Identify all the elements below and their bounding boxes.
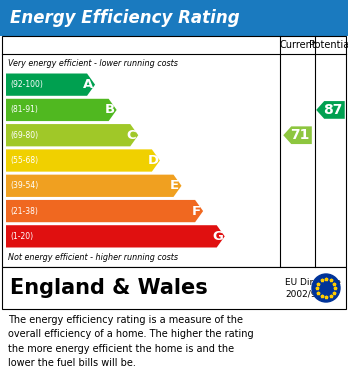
Text: The energy efficiency rating is a measure of the
overall efficiency of a home. T: The energy efficiency rating is a measur…	[8, 315, 254, 368]
Text: F: F	[191, 204, 201, 217]
Text: (92-100): (92-100)	[10, 80, 43, 89]
Text: C: C	[126, 129, 136, 142]
Text: A: A	[83, 78, 93, 91]
Text: E: E	[170, 179, 179, 192]
Polygon shape	[316, 101, 345, 119]
Text: Very energy efficient - lower running costs: Very energy efficient - lower running co…	[8, 59, 178, 68]
Polygon shape	[283, 126, 312, 144]
Polygon shape	[6, 99, 117, 121]
Text: (69-80): (69-80)	[10, 131, 38, 140]
Text: 87: 87	[323, 103, 342, 117]
Text: (1-20): (1-20)	[10, 232, 33, 241]
Polygon shape	[6, 175, 182, 197]
Text: (21-38): (21-38)	[10, 206, 38, 215]
Polygon shape	[6, 74, 95, 96]
Circle shape	[312, 274, 340, 302]
Text: England & Wales: England & Wales	[10, 278, 208, 298]
Polygon shape	[6, 200, 203, 222]
Text: Potential: Potential	[309, 40, 348, 50]
Text: B: B	[105, 104, 115, 117]
Text: (81-91): (81-91)	[10, 106, 38, 115]
Polygon shape	[6, 149, 160, 172]
Text: (39-54): (39-54)	[10, 181, 38, 190]
Text: Not energy efficient - higher running costs: Not energy efficient - higher running co…	[8, 253, 178, 262]
Text: D: D	[147, 154, 158, 167]
Text: Energy Efficiency Rating: Energy Efficiency Rating	[10, 9, 240, 27]
Bar	[0, 0, 348, 36]
Bar	[2, 267, 346, 309]
Bar	[2, 36, 346, 267]
Text: EU Directive
2002/91/EC: EU Directive 2002/91/EC	[285, 278, 341, 298]
Text: (55-68): (55-68)	[10, 156, 38, 165]
Text: Current: Current	[279, 40, 316, 50]
Text: 71: 71	[290, 128, 309, 142]
Text: G: G	[212, 230, 223, 243]
Polygon shape	[6, 225, 225, 248]
Polygon shape	[6, 124, 138, 146]
